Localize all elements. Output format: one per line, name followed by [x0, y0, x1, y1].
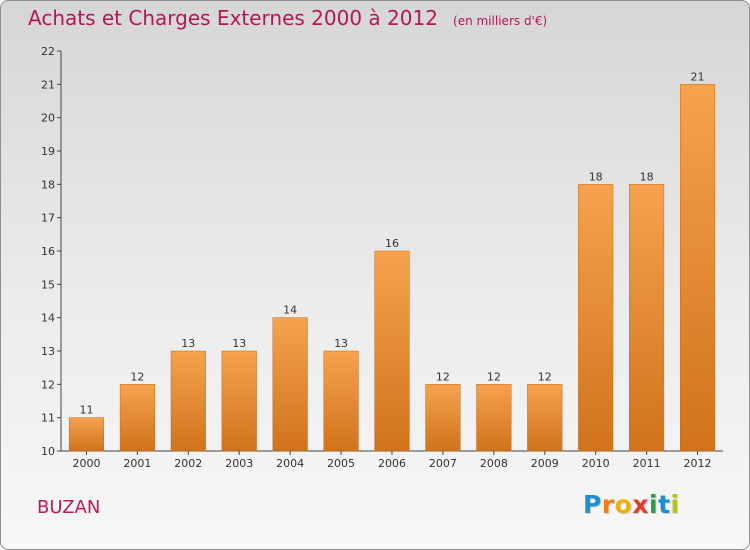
data-label: 13: [181, 337, 195, 350]
bar: [170, 350, 206, 452]
data-label: 13: [232, 337, 246, 350]
bar: [221, 350, 257, 452]
proxiti-logo: Proxiti: [583, 490, 680, 519]
bar: [425, 384, 461, 452]
x-tick-label: 2008: [480, 457, 508, 470]
bars: [68, 84, 716, 452]
x-tick-label: 2009: [531, 457, 559, 470]
data-label: 16: [385, 237, 399, 250]
y-axis: 10 11 12 13 14 15 16 17 18 19 20 21 22: [41, 45, 62, 458]
logo-letter: t: [658, 490, 671, 519]
y-tick-label: 21: [41, 78, 55, 91]
y-tick-label: 19: [41, 145, 55, 158]
x-tick-label: 2000: [72, 457, 100, 470]
bar: [527, 384, 563, 452]
data-label: 12: [487, 370, 501, 383]
x-tick-label: 2011: [633, 457, 661, 470]
logo-letter: x: [632, 490, 649, 519]
bar: [68, 417, 105, 452]
bar: [679, 84, 716, 452]
data-label: 21: [691, 70, 705, 83]
data-label: 12: [538, 370, 552, 383]
y-tick-label: 12: [41, 378, 55, 391]
bar: [119, 384, 155, 452]
data-label: 14: [283, 304, 297, 317]
y-tick-label: 18: [41, 178, 55, 191]
y-tick-label: 10: [41, 445, 55, 458]
bar: [629, 184, 665, 452]
title-text: Achats et Charges Externes 2000 à 2012: [28, 6, 438, 30]
x-tick-label: 2001: [123, 457, 151, 470]
logo-letter: P: [583, 490, 602, 519]
x-tick-label: 2006: [378, 457, 406, 470]
data-label: 18: [640, 170, 654, 183]
x-tick-label: 2010: [582, 457, 610, 470]
y-tick-label: 13: [41, 345, 55, 358]
logo-letter: o: [614, 490, 633, 519]
chart-title: Achats et Charges Externes 2000 à 2012 (…: [28, 6, 547, 30]
data-label: 12: [130, 370, 144, 383]
bar: [272, 317, 308, 452]
x-tick-label: 2007: [429, 457, 457, 470]
data-label: 12: [436, 370, 450, 383]
data-label: 18: [589, 170, 603, 183]
commune-name: BUZAN: [37, 497, 101, 518]
unit-note: (en milliers d'€): [453, 14, 548, 28]
y-tick-label: 15: [41, 278, 55, 291]
x-tick-label: 2005: [327, 457, 355, 470]
logo-letter: i: [649, 490, 659, 519]
y-tick-label: 20: [41, 112, 55, 125]
logo-letter: r: [601, 490, 615, 519]
logo-letter: i: [670, 490, 680, 519]
x-tick-label: 2003: [225, 457, 253, 470]
x-axis: 2000 2001 2002 2003 2004 2005 2006 2007 2008 2009…: [61, 450, 723, 470]
y-tick-label: 11: [41, 412, 55, 425]
x-tick-label: 2004: [276, 457, 304, 470]
bar: [578, 184, 614, 452]
bar: [374, 250, 410, 452]
data-labels: 11 12 13 13 14 13 16 12 12 12 18 18 21: [79, 70, 704, 416]
y-tick-label: 16: [41, 245, 55, 258]
y-tick-label: 22: [41, 45, 55, 58]
x-tick-label: 2012: [684, 457, 712, 470]
data-label: 11: [79, 404, 93, 417]
bar: [476, 384, 512, 452]
y-tick-label: 17: [41, 212, 55, 225]
x-tick-label: 2002: [174, 457, 202, 470]
data-label: 13: [334, 337, 348, 350]
bar: [323, 350, 359, 452]
y-tick-label: 14: [41, 312, 55, 325]
